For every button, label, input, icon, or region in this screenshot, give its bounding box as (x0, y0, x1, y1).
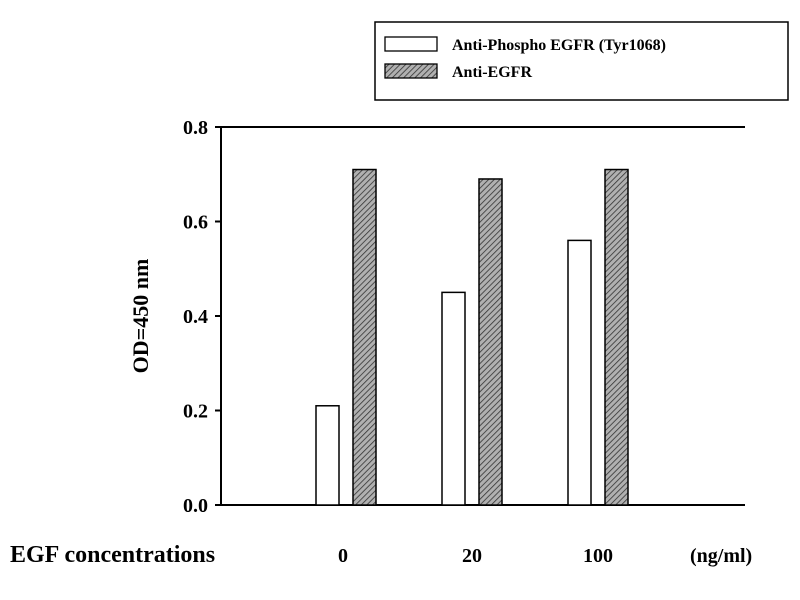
bar-phospho-20 (441, 291, 466, 506)
x-tick-label: 100 (583, 545, 613, 567)
y-tick-label: 0.2 (183, 401, 208, 423)
y-tick-label: 0.8 (183, 117, 208, 139)
bar-phospho-100 (567, 239, 592, 506)
y-axis-label: OD=450 nm (128, 259, 153, 374)
x-tick-label: 20 (462, 545, 482, 567)
bar-phospho-0 (315, 405, 340, 506)
bar-egfr-0 (352, 168, 377, 506)
y-tick-label: 0.6 (183, 212, 208, 234)
y-tick-label: 0.4 (183, 306, 208, 328)
legend: Anti-Phospho EGFR (Tyr1068) Anti-EGFR (374, 21, 789, 101)
x-axis-unit: (ng/ml) (690, 545, 752, 567)
x-axis-label: EGF concentrations (10, 542, 215, 568)
legend-swatch-phospho (384, 36, 438, 52)
bar-egfr-100 (604, 168, 629, 506)
legend-label-phospho: Anti-Phospho EGFR (Tyr1068) (452, 37, 666, 54)
y-tick-label: 0.0 (183, 495, 208, 517)
legend-box (374, 21, 789, 101)
x-tick-label: 0 (338, 545, 348, 567)
bar-egfr-20 (478, 178, 503, 506)
legend-label-egfr: Anti-EGFR (452, 64, 532, 81)
legend-swatch-egfr (384, 63, 438, 79)
